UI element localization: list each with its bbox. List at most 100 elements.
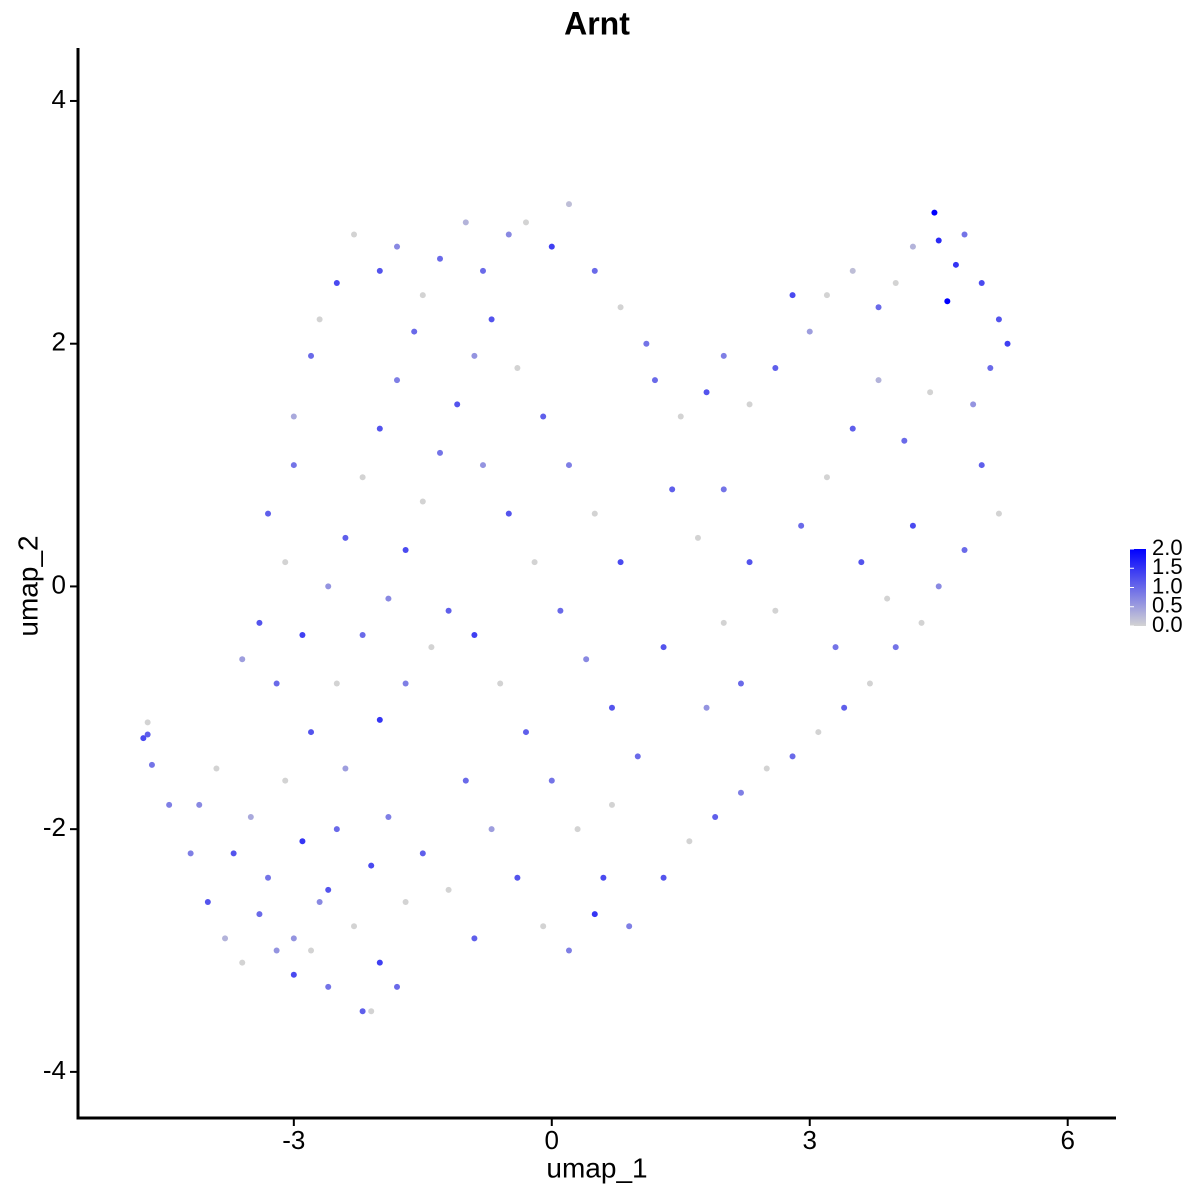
point: [479, 267, 486, 274]
point: [789, 292, 796, 299]
point: [273, 947, 280, 954]
point: [514, 364, 521, 371]
point: [944, 298, 951, 305]
point: [471, 352, 478, 359]
colorbar-label: 0.5: [1152, 593, 1183, 618]
point: [196, 801, 203, 808]
point: [351, 923, 358, 930]
y-tick-label: -2: [43, 812, 66, 842]
point: [247, 814, 254, 821]
point: [858, 559, 865, 566]
point: [927, 389, 934, 396]
point: [359, 631, 366, 638]
point: [978, 280, 985, 287]
point: [402, 547, 409, 554]
x-tick-label: 0: [545, 1125, 559, 1155]
point: [222, 935, 229, 942]
point: [823, 292, 830, 299]
point: [402, 680, 409, 687]
point: [437, 255, 444, 262]
point: [290, 971, 297, 978]
point: [282, 559, 289, 566]
point: [505, 510, 512, 517]
point: [308, 947, 315, 954]
point: [987, 364, 994, 371]
point: [961, 231, 968, 238]
point: [712, 814, 719, 821]
point: [265, 874, 272, 881]
point: [265, 510, 272, 517]
point: [359, 474, 366, 481]
point: [462, 777, 469, 784]
colorbar-label: 0.0: [1152, 612, 1183, 637]
point: [583, 656, 590, 663]
point: [256, 619, 263, 626]
point: [866, 680, 873, 687]
point: [565, 947, 572, 954]
point: [166, 801, 173, 808]
point: [626, 923, 633, 930]
point: [359, 1008, 366, 1015]
point: [239, 656, 246, 663]
point: [394, 243, 401, 250]
point: [419, 850, 426, 857]
point: [892, 644, 899, 651]
colorbar-label: 2.0: [1152, 535, 1183, 560]
point: [290, 462, 297, 469]
point: [471, 631, 478, 638]
point: [514, 874, 521, 881]
point: [316, 316, 323, 323]
point: [746, 559, 753, 566]
point: [204, 898, 211, 905]
point: [651, 377, 658, 384]
point: [540, 923, 547, 930]
point: [763, 765, 770, 772]
point: [445, 886, 452, 893]
points: [140, 201, 1011, 1015]
point: [290, 935, 297, 942]
point: [333, 280, 340, 287]
point: [351, 231, 358, 238]
point: [376, 425, 383, 432]
point: [333, 680, 340, 687]
point: [385, 814, 392, 821]
point: [677, 413, 684, 420]
point: [901, 437, 908, 444]
point: [600, 874, 607, 881]
point: [454, 401, 461, 408]
point: [548, 777, 555, 784]
point: [608, 801, 615, 808]
point: [522, 219, 529, 226]
point: [325, 886, 332, 893]
point: [148, 761, 155, 768]
point: [325, 583, 332, 590]
point: [273, 680, 280, 687]
y-tick-label: 2: [52, 327, 66, 357]
point: [694, 534, 701, 541]
point: [617, 559, 624, 566]
point: [368, 1008, 375, 1015]
colorbar-label: 1.0: [1152, 573, 1183, 598]
point: [437, 449, 444, 456]
point: [488, 826, 495, 833]
point: [565, 201, 572, 208]
x-tick-label: 3: [803, 1125, 817, 1155]
point: [522, 729, 529, 736]
point: [479, 462, 486, 469]
point: [299, 631, 306, 638]
point: [789, 753, 796, 760]
point: [471, 935, 478, 942]
point: [548, 243, 555, 250]
point: [385, 595, 392, 602]
point: [909, 243, 916, 250]
point: [411, 328, 418, 335]
point: [368, 862, 375, 869]
point: [557, 607, 564, 614]
point: [308, 729, 315, 736]
point: [918, 619, 925, 626]
y-axis-label: umap_2: [12, 535, 43, 636]
point: [952, 261, 959, 268]
point: [325, 983, 332, 990]
point: [875, 377, 882, 384]
